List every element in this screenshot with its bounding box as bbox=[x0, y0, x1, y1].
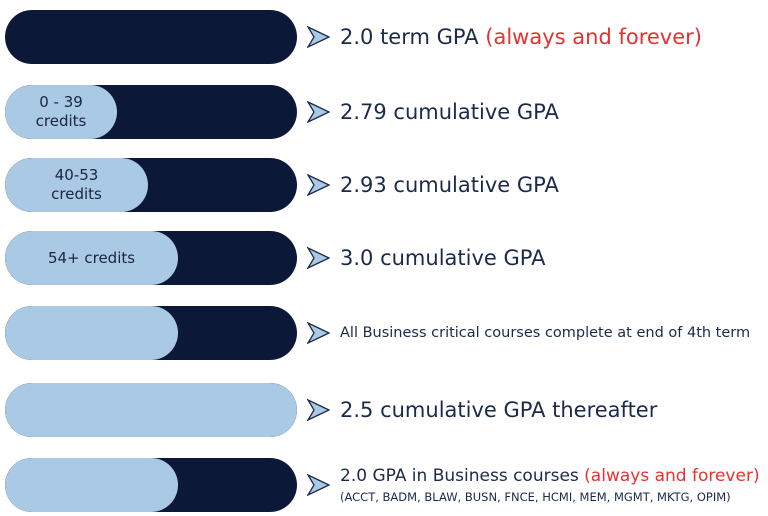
bar-fill: 40-53 credits bbox=[5, 158, 148, 212]
row: 40-53 credits 2.93 cumulative GPA bbox=[0, 158, 768, 212]
bar bbox=[5, 458, 297, 512]
bar: 40-53 credits bbox=[5, 158, 297, 212]
arrow bbox=[307, 174, 331, 196]
row-text: All Business critical courses complete a… bbox=[340, 325, 751, 341]
row-text: 2.0 GPA in Business courses (always and … bbox=[340, 458, 760, 512]
bar bbox=[5, 383, 297, 437]
bar-fill: 54+ credits bbox=[5, 231, 178, 285]
bar bbox=[5, 306, 297, 360]
row: 2.0 term GPA (always and forever) bbox=[0, 10, 768, 64]
bar bbox=[5, 10, 297, 64]
bar: 54+ credits bbox=[5, 231, 297, 285]
row-text: 2.5 cumulative GPA thereafter bbox=[340, 398, 658, 422]
row-text: 2.93 cumulative GPA bbox=[340, 173, 559, 197]
bar-fill: 0 - 39 credits bbox=[5, 85, 117, 139]
highlight: (always and forever) bbox=[485, 25, 702, 49]
row-text: 2.79 cumulative GPA bbox=[340, 100, 559, 124]
highlight: (always and forever) bbox=[584, 466, 760, 486]
row: 0 - 39 credits 2.79 cumulative GPA bbox=[0, 85, 768, 139]
line: 2.0 term GPA (always and forever) bbox=[340, 25, 702, 49]
row: All Business critical courses complete a… bbox=[0, 306, 768, 360]
arrow bbox=[307, 322, 331, 344]
arrow bbox=[307, 101, 331, 123]
bar: 0 - 39 credits bbox=[5, 85, 297, 139]
row: 2.5 cumulative GPA thereafter bbox=[0, 383, 768, 437]
text: 2.0 term GPA bbox=[340, 25, 479, 49]
bar-label: 0 - 39 bbox=[39, 93, 83, 111]
bar-label: 54+ credits bbox=[47, 248, 136, 267]
note: (ACCT, BADM, BLAW, BUSN, FNCE, HCMI, MEM… bbox=[340, 490, 731, 504]
row: 54+ credits 3.0 cumulative GPA bbox=[0, 231, 768, 285]
arrow bbox=[307, 26, 331, 48]
bar-label: credits bbox=[35, 112, 87, 130]
row-text: 2.0 term GPA (always and forever) bbox=[340, 10, 702, 64]
arrow bbox=[307, 399, 331, 421]
bar-fill bbox=[5, 458, 178, 512]
arrow bbox=[307, 247, 331, 269]
bar-label: credits bbox=[51, 185, 102, 203]
text: 2.0 GPA in Business courses bbox=[340, 466, 579, 486]
line: 2.0 GPA in Business courses (always and … bbox=[340, 466, 760, 486]
row-text: 3.0 cumulative GPA bbox=[340, 246, 546, 270]
bar-label: 40-53 bbox=[54, 166, 99, 184]
bar-fill bbox=[5, 383, 297, 437]
bar-fill bbox=[5, 306, 178, 360]
arrow bbox=[307, 474, 331, 496]
row: 2.0 GPA in Business courses (always and … bbox=[0, 458, 768, 512]
